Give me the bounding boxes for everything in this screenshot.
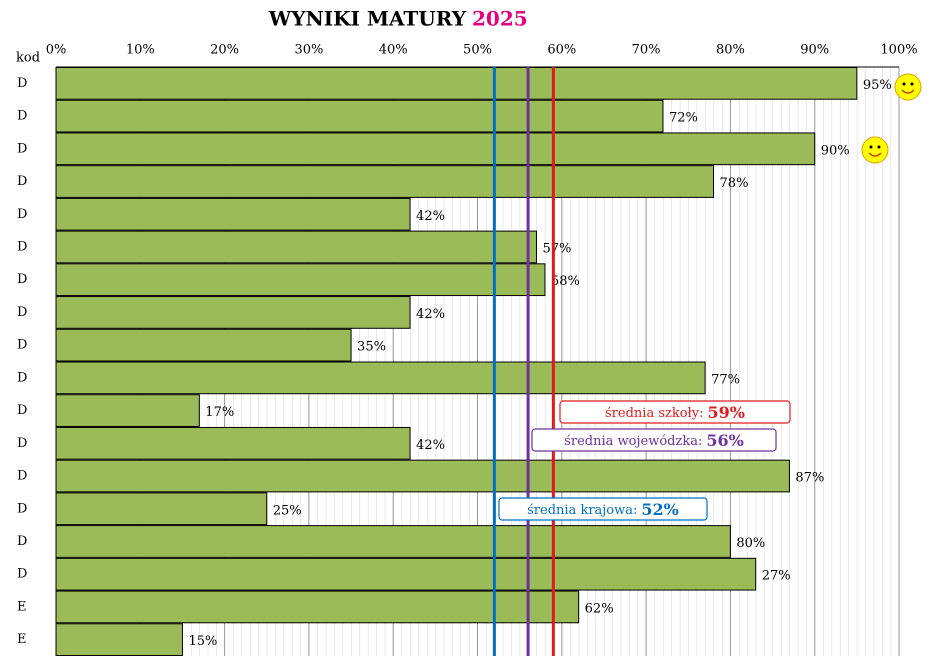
- data-label: 17%: [205, 405, 234, 420]
- reference-label: średnia wojewódzka: 56%: [564, 431, 744, 450]
- x-tick-label: 50%: [463, 43, 492, 58]
- x-tick-label: 30%: [294, 43, 323, 58]
- data-label: 42%: [416, 307, 445, 322]
- x-tick-label: 90%: [800, 43, 829, 58]
- data-label: 27%: [762, 569, 791, 584]
- data-label: 77%: [711, 372, 740, 387]
- x-tick-label: 40%: [379, 43, 408, 58]
- data-label: 58%: [551, 274, 580, 289]
- bar: [55, 557, 757, 591]
- chart-title: WYNIKI MATURY: [268, 7, 467, 31]
- y-tick-label: D: [17, 501, 27, 516]
- y-tick-label: D: [17, 469, 27, 484]
- smiley: [894, 73, 922, 101]
- reference-value: 52%: [641, 500, 678, 519]
- bar: [55, 263, 546, 297]
- decorations: [861, 73, 922, 164]
- reference-label: średnia krajowa: 52%: [527, 500, 679, 519]
- bar: [55, 296, 411, 329]
- x-tick-label: 80%: [716, 43, 745, 58]
- data-label: 62%: [585, 601, 614, 616]
- data-label: 57%: [543, 241, 572, 256]
- y-tick-label: E: [17, 599, 27, 614]
- y-tick-label: D: [17, 436, 27, 451]
- y-tick-label: D: [17, 239, 27, 254]
- y-tick-label: E: [17, 632, 27, 647]
- x-tick-label: 100%: [880, 43, 917, 58]
- data-label: 90%: [821, 143, 850, 158]
- y-tick-label: D: [17, 109, 27, 124]
- reference-name: średnia krajowa:: [527, 503, 637, 518]
- y-tick-label: D: [17, 403, 27, 418]
- y-tick-label: D: [17, 141, 27, 156]
- y-tick-label: D: [17, 567, 27, 582]
- bar: [55, 492, 268, 526]
- data-label: 95%: [863, 78, 892, 93]
- y-tick-label: D: [17, 207, 27, 222]
- bar: [55, 361, 706, 395]
- reference-value: 56%: [706, 431, 743, 450]
- bar: [55, 459, 790, 493]
- bar: [55, 197, 411, 231]
- reference-label-box: [559, 400, 791, 424]
- data-label: 42%: [416, 209, 445, 224]
- bar: [55, 132, 816, 166]
- smiley: [861, 136, 889, 164]
- reference-name: średnia wojewódzka:: [564, 434, 702, 449]
- y-tick-label: D: [17, 174, 27, 189]
- bar: [55, 426, 411, 460]
- y-tick-label: D: [17, 305, 27, 320]
- data-label: 25%: [273, 503, 302, 518]
- bar: [55, 525, 731, 558]
- y-tick-label: D: [17, 370, 27, 385]
- data-label: 15%: [188, 634, 217, 649]
- bar: [55, 394, 200, 427]
- y-tick-label: D: [17, 534, 27, 549]
- reference-value: 59%: [708, 403, 745, 422]
- data-label: 80%: [736, 536, 765, 551]
- x-tick-label: 10%: [126, 43, 155, 58]
- x-tick-label: 70%: [632, 43, 661, 58]
- x-tick-label: 0%: [46, 43, 67, 58]
- y-tick-label: D: [17, 272, 27, 287]
- y-tick-label: D: [17, 338, 27, 353]
- bar: [55, 67, 858, 100]
- reference-label-box: [498, 497, 708, 521]
- bar: [55, 165, 715, 198]
- x-tick-label: 60%: [547, 43, 576, 58]
- data-label: 78%: [720, 176, 749, 191]
- data-label: 42%: [416, 438, 445, 453]
- category-axis-label: kod: [16, 51, 40, 66]
- data-label: 35%: [357, 340, 386, 355]
- x-tick-label: 20%: [210, 43, 239, 58]
- data-label: 72%: [669, 111, 698, 126]
- bar: [55, 99, 664, 133]
- chart-title-year: 2025: [472, 7, 528, 31]
- data-label: 87%: [795, 471, 824, 486]
- reference-label: średnia szkoły: 59%: [605, 403, 745, 422]
- y-tick-label: D: [17, 76, 27, 91]
- bar: [55, 328, 352, 362]
- reference-label-box: [531, 428, 777, 452]
- reference-name: średnia szkoły:: [605, 406, 703, 421]
- bar: [55, 230, 538, 264]
- bar: [55, 590, 580, 624]
- bar: [55, 623, 183, 656]
